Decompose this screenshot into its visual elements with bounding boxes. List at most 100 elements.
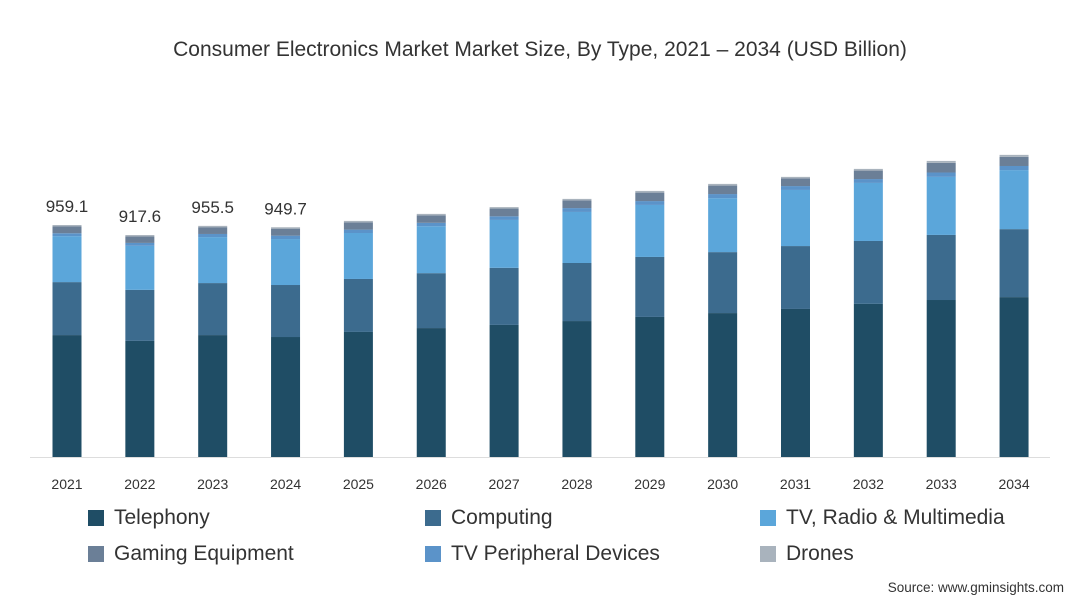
bar-segment-tv-radio-multimedia-2024 xyxy=(271,239,301,286)
data-label: 959.1 xyxy=(46,197,89,216)
x-tick-label: 2021 xyxy=(51,476,82,492)
bar-segment-drones-2025 xyxy=(343,220,373,223)
bar-segment-tv-radio-multimedia-2033 xyxy=(926,176,956,235)
legend-item: TV Peripheral Devices xyxy=(425,542,660,566)
bar-segment-gaming-equipment-2023 xyxy=(198,227,228,234)
legend-item: Gaming Equipment xyxy=(88,542,294,566)
bar-segment-tv-radio-multimedia-2023 xyxy=(198,237,228,284)
x-tick-label: 2022 xyxy=(124,476,155,492)
bar-segment-tv-radio-multimedia-2022 xyxy=(125,245,155,290)
bar-segment-computing-2029 xyxy=(635,256,665,317)
bar-segment-computing-2023 xyxy=(198,283,228,336)
legend-item: Computing xyxy=(425,506,553,530)
bar-segment-tv-radio-multimedia-2025 xyxy=(343,233,373,279)
bar-segment-tv-radio-multimedia-2021 xyxy=(52,236,82,283)
bar-segment-tv-radio-multimedia-2026 xyxy=(416,226,446,274)
source-note: Source: www.gminsights.com xyxy=(887,580,1064,595)
chart-title: Consumer Electronics Market Market Size,… xyxy=(173,38,907,61)
legend-swatch xyxy=(760,546,776,562)
bar-segment-gaming-equipment-2024 xyxy=(271,228,301,236)
bar-segment-gaming-equipment-2028 xyxy=(562,200,592,209)
legend-label: Gaming Equipment xyxy=(114,542,294,565)
data-label: 917.6 xyxy=(119,207,162,226)
bar-segment-computing-2026 xyxy=(416,273,446,329)
bar-segment-computing-2022 xyxy=(125,289,155,341)
bar-segment-computing-2030 xyxy=(708,252,738,314)
bar-segment-telephony-2021 xyxy=(52,335,82,457)
bar-segment-telephony-2031 xyxy=(781,308,810,457)
bar-segment-computing-2028 xyxy=(562,262,592,322)
bar-segment-tv-peripheral-devices-2024 xyxy=(271,235,301,240)
bar-segment-tv-radio-multimedia-2034 xyxy=(999,170,1029,230)
bar-segment-tv-peripheral-devices-2028 xyxy=(562,208,592,212)
x-tick-label: 2026 xyxy=(416,476,447,492)
bar-segment-tv-peripheral-devices-2030 xyxy=(708,194,738,199)
x-tick-label: 2023 xyxy=(197,476,228,492)
bar-segment-computing-2021 xyxy=(52,282,82,336)
legend-label: Drones xyxy=(786,542,854,565)
bar-segment-computing-2027 xyxy=(489,267,519,325)
bar-segment-gaming-equipment-2025 xyxy=(343,222,373,230)
x-tick-label: 2025 xyxy=(343,476,374,492)
bar-segment-drones-2032 xyxy=(853,168,883,171)
bar-segment-telephony-2032 xyxy=(853,303,883,457)
x-tick-label: 2032 xyxy=(853,476,884,492)
bar-segment-gaming-equipment-2029 xyxy=(635,192,665,202)
bar-segment-drones-2031 xyxy=(781,176,810,179)
bar-segment-tv-peripheral-devices-2034 xyxy=(999,165,1029,171)
bar-segment-drones-2034 xyxy=(999,154,1029,157)
bar-segment-telephony-2030 xyxy=(708,313,738,457)
bar-segment-gaming-equipment-2027 xyxy=(489,208,519,217)
bar-segment-gaming-equipment-2034 xyxy=(999,156,1029,166)
legend-swatch xyxy=(425,510,441,526)
bar-segment-drones-2021 xyxy=(52,225,82,227)
x-tick-label: 2024 xyxy=(270,476,301,492)
bar-segment-drones-2028 xyxy=(562,198,592,201)
x-tick-label: 2027 xyxy=(489,476,520,492)
legend-label: Telephony xyxy=(114,506,210,529)
bar-segment-tv-peripheral-devices-2029 xyxy=(635,201,665,205)
bar-segment-computing-2034 xyxy=(999,229,1029,298)
bar-segment-telephony-2026 xyxy=(416,328,446,457)
bar-segment-tv-radio-multimedia-2027 xyxy=(489,219,519,268)
bar-segment-gaming-equipment-2026 xyxy=(416,215,446,223)
bar-segment-tv-peripheral-devices-2021 xyxy=(52,233,82,237)
bar-segment-tv-radio-multimedia-2032 xyxy=(853,182,883,241)
bar-segment-gaming-equipment-2032 xyxy=(853,170,883,180)
bar-segment-telephony-2027 xyxy=(489,324,519,457)
x-tick-label: 2030 xyxy=(707,476,738,492)
legend-item: Drones xyxy=(760,542,854,566)
legend-item: TV, Radio & Multimedia xyxy=(760,506,1005,530)
bar-segment-drones-2023 xyxy=(198,225,228,228)
bar-segment-tv-peripheral-devices-2025 xyxy=(343,229,373,234)
x-tick-label: 2034 xyxy=(998,476,1029,492)
data-label: 955.5 xyxy=(191,198,234,217)
bar-segment-tv-peripheral-devices-2033 xyxy=(926,172,956,177)
bar-segment-drones-2033 xyxy=(926,160,956,163)
bar-segment-computing-2024 xyxy=(271,285,301,338)
bar-segment-tv-peripheral-devices-2027 xyxy=(489,216,519,220)
bar-segment-telephony-2025 xyxy=(343,331,373,457)
bar-segment-tv-radio-multimedia-2031 xyxy=(781,189,810,247)
bar-segment-telephony-2028 xyxy=(562,321,592,457)
bar-segment-tv-peripheral-devices-2026 xyxy=(416,222,446,227)
bar-segment-tv-radio-multimedia-2030 xyxy=(708,198,738,253)
bar-segment-drones-2026 xyxy=(416,213,446,216)
bar-segment-tv-radio-multimedia-2028 xyxy=(562,211,592,263)
bar-segment-drones-2029 xyxy=(635,190,665,193)
bar-segment-drones-2022 xyxy=(125,235,155,237)
bar-segment-telephony-2034 xyxy=(999,297,1029,457)
bar-segment-drones-2027 xyxy=(489,207,519,209)
x-tick-label: 2028 xyxy=(561,476,592,492)
x-tick-label: 2029 xyxy=(634,476,665,492)
legend-item: Telephony xyxy=(88,506,210,530)
bar-segment-tv-peripheral-devices-2032 xyxy=(853,179,883,183)
bar-segment-telephony-2033 xyxy=(926,300,956,457)
legend-label: TV, Radio & Multimedia xyxy=(786,506,1005,529)
bar-segment-gaming-equipment-2021 xyxy=(52,226,82,234)
bar-segment-gaming-equipment-2033 xyxy=(926,162,956,173)
bar-segment-tv-peripheral-devices-2022 xyxy=(125,242,155,246)
legend-swatch xyxy=(88,510,104,526)
x-tick-label: 2033 xyxy=(926,476,957,492)
